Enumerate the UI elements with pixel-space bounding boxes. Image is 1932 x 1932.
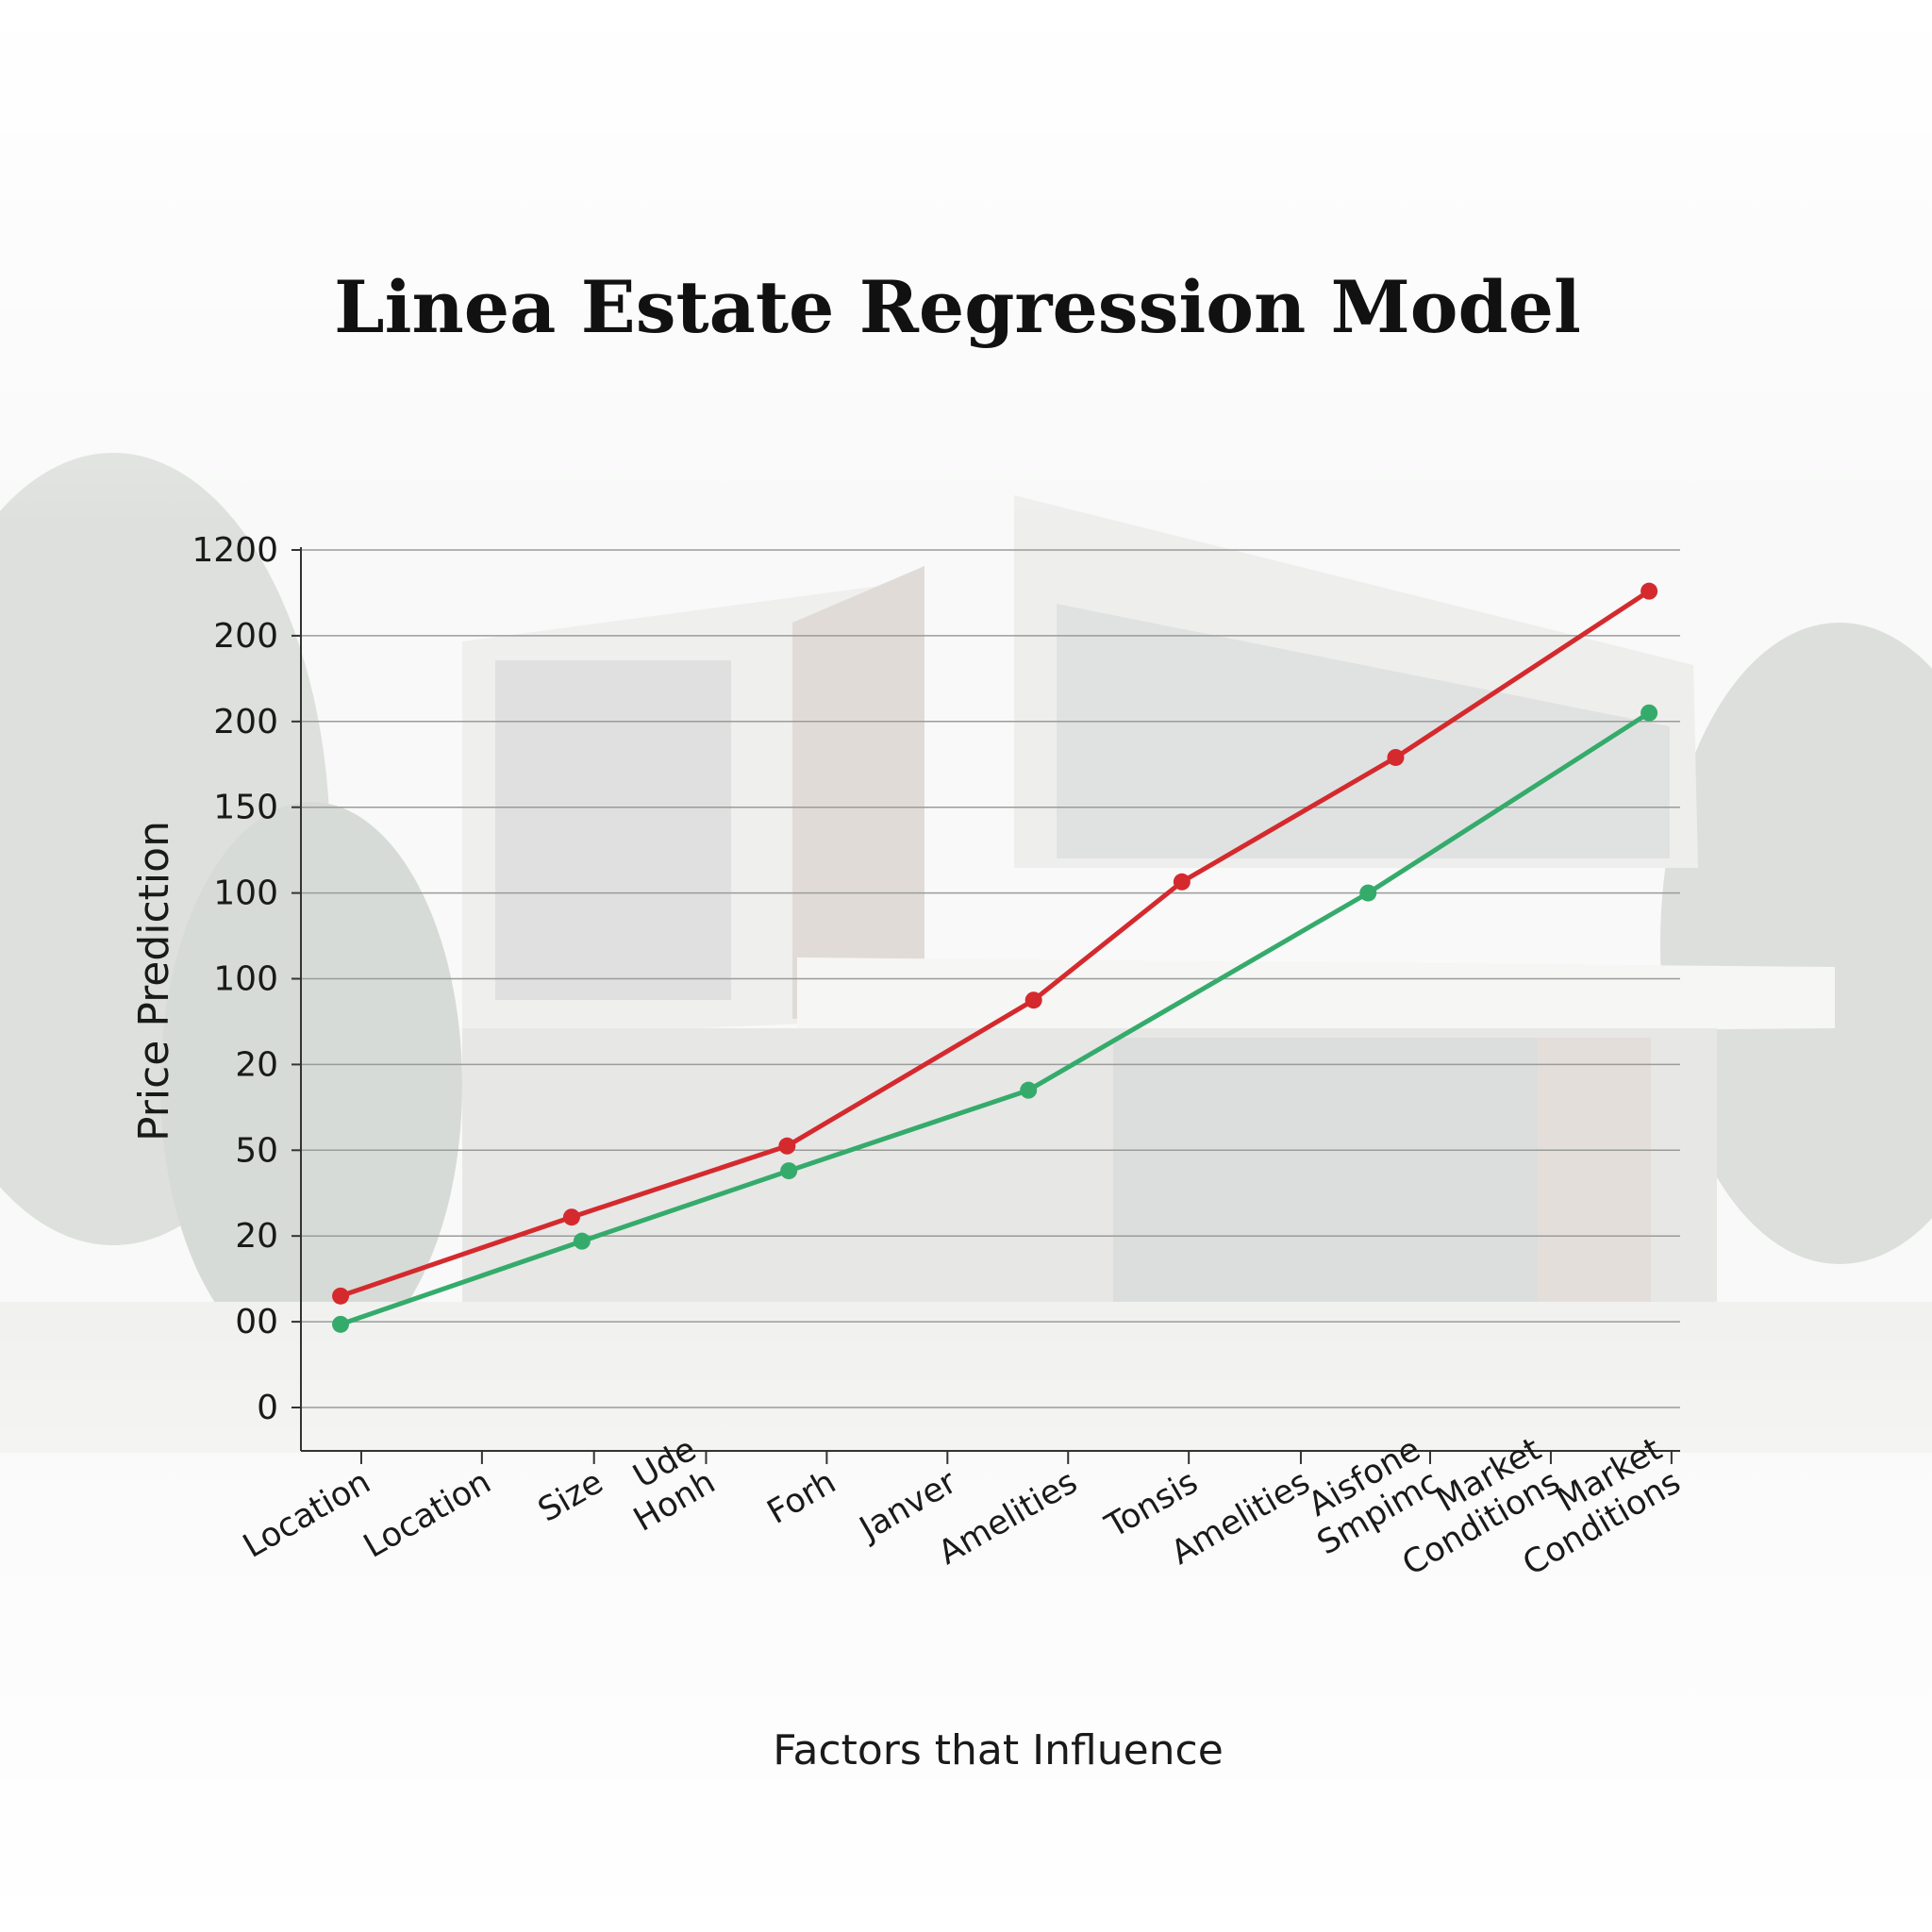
x-axis-title: Factors that Influence [773,1726,1224,1774]
series-line-2 [338,710,1652,1327]
data-point [562,1208,580,1226]
tree-right [1660,623,1932,1264]
y-tick-label: 20 [235,1045,278,1084]
wood-panel [792,566,924,1019]
tree-left-dark [160,802,462,1368]
y-tick-label: 150 [213,789,278,827]
series-group [332,582,1658,1333]
y-tick-label: 200 [213,617,278,656]
y-tick-label: 20 [235,1217,278,1256]
window-upper-left [495,660,731,1000]
y-axis-title: Price Prediction [130,821,178,1141]
glass-lower [1113,1038,1604,1321]
data-point [778,1137,796,1155]
wood-lower [1538,1038,1651,1321]
roof-slab [797,958,1835,1038]
data-point [1387,748,1405,766]
y-tick-label: 1200 [192,531,278,570]
y-tick-label: 50 [235,1131,278,1170]
data-point [573,1232,591,1250]
data-point [332,1287,350,1305]
axes [300,547,1680,1452]
y-tick-label: 100 [213,874,278,913]
data-point [1359,884,1377,902]
data-point [1024,991,1042,1009]
y-tick-label: 00 [235,1303,278,1341]
chart-title: Linea Estate Regression Model [334,265,1581,349]
y-tick-label: 200 [213,703,278,741]
data-point [1641,582,1658,600]
gridlines [301,549,1680,1408]
upper-window [1057,604,1670,858]
data-point [1020,1081,1038,1099]
data-point [780,1162,798,1180]
data-point [1173,873,1191,891]
data-point [1641,704,1658,722]
y-tick-label: 0 [257,1389,278,1427]
data-point [332,1315,350,1333]
y-tick-label: 100 [213,960,278,999]
